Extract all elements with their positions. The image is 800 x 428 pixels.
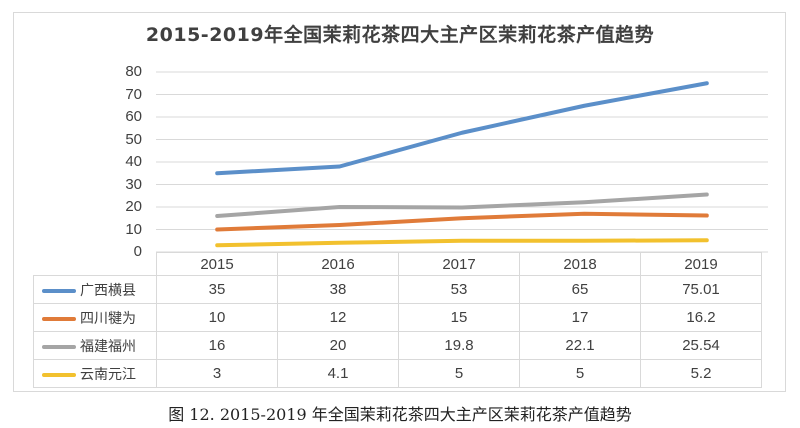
data-label: 5: [519, 359, 641, 388]
y-tick-label: 80: [125, 63, 142, 80]
y-tick-label: 70: [125, 85, 142, 103]
figure-caption: 图 12. 2015-2019 年全国茉莉花茶四大主产区茉莉花茶产值趋势: [168, 405, 632, 424]
data-label: 5: [398, 359, 520, 388]
chart-title: 2015-2019年全国茉莉花茶四大主产区茉莉花茶产值趋势: [145, 24, 655, 46]
data-label: 22.1: [519, 331, 641, 360]
series-line: [215, 81, 709, 176]
data-label: 17: [519, 303, 641, 332]
legend-entry: 云南元江: [33, 359, 157, 388]
y-tick-label: 10: [125, 220, 142, 238]
legend-swatch: [42, 288, 76, 293]
legend-swatch: [42, 344, 76, 349]
data-label: 53: [398, 275, 520, 304]
data-label: 5.2: [640, 359, 762, 388]
y-tick-label: 0: [133, 243, 142, 260]
x-tick-label: 2015: [156, 252, 278, 276]
x-tick-label: 2019: [640, 252, 762, 276]
data-label: 65: [519, 275, 641, 304]
legend-label: 广西横县: [80, 282, 136, 299]
y-tick-label: 30: [125, 175, 142, 193]
data-label: 38: [277, 275, 399, 304]
legend-swatch: [42, 316, 76, 321]
data-label: 4.1: [277, 359, 399, 388]
y-tick-label: 20: [125, 198, 142, 215]
data-table-row: 四川犍为 10 12 15 17 16.2: [33, 303, 762, 332]
legend-label: 福建福州: [80, 338, 136, 355]
legend-label: 云南元江: [80, 366, 136, 383]
legend-entry: 广西横县: [33, 275, 157, 304]
data-label: 16.2: [640, 303, 762, 332]
data-label: 10: [156, 303, 278, 332]
series-line: [215, 238, 709, 248]
x-tick-label: 2017: [398, 252, 520, 276]
x-tick-label: 2018: [519, 252, 641, 276]
data-label: 35: [156, 275, 278, 304]
data-label: 75.01: [640, 275, 762, 304]
data-label: 16: [156, 331, 278, 360]
data-table-row: 云南元江 3 4.1 5 5 5.2: [33, 359, 762, 388]
data-label: 19.8: [398, 331, 520, 360]
series-line: [215, 192, 709, 218]
x-tick-label: 2016: [277, 252, 399, 276]
legend-label: 四川犍为: [80, 310, 136, 327]
y-tick-label: 50: [125, 130, 142, 148]
data-label: 3: [156, 359, 278, 388]
data-table-corner: [33, 252, 157, 276]
data-table-row: 福建福州 16 20 19.8 22.1 25.54: [33, 331, 762, 360]
data-table: 2015 2016 2017 2018 2019 广西横县 35 38 53 6…: [33, 252, 762, 388]
data-label: 25.54: [640, 331, 762, 360]
legend-entry: 四川犍为: [33, 303, 157, 332]
data-table-row: 广西横县 35 38 53 65 75.01: [33, 275, 762, 304]
data-label: 12: [277, 303, 399, 332]
legend-swatch: [42, 372, 76, 377]
legend-entry: 福建福州: [33, 331, 157, 360]
series-line: [215, 211, 709, 232]
y-tick-label: 40: [125, 153, 142, 170]
y-tick-label: 60: [125, 108, 142, 125]
data-label: 20: [277, 331, 399, 360]
data-label: 15: [398, 303, 520, 332]
data-table-header-row: 2015 2016 2017 2018 2019: [33, 252, 762, 276]
